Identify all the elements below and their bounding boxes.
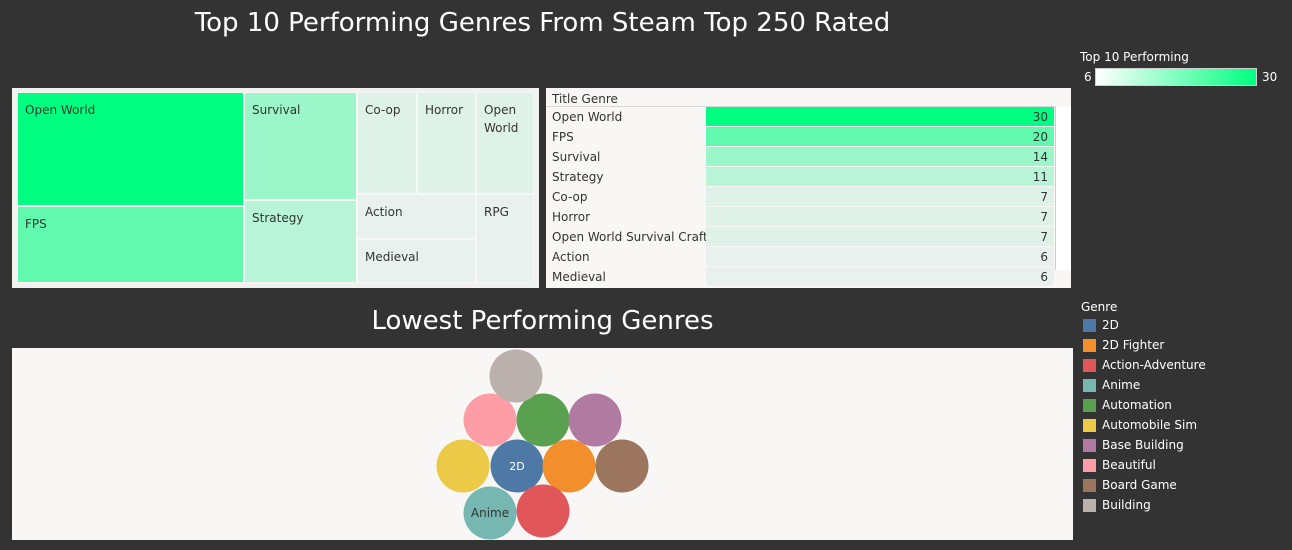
treemap-cell[interactable]: Strategy bbox=[244, 200, 357, 283]
legend-label: Automation bbox=[1102, 398, 1172, 412]
legend-label: Board Game bbox=[1102, 478, 1177, 492]
legend-label: Automobile Sim bbox=[1102, 418, 1198, 432]
row-value-cell: 7 bbox=[706, 227, 1054, 246]
legend-swatch bbox=[1083, 459, 1096, 472]
treemap-chart: Open World FPS Survival Strategy Co-op Horror… bbox=[12, 88, 539, 288]
treemap-cell[interactable]: Co-op bbox=[357, 92, 417, 194]
row-value-cell: 6 bbox=[706, 267, 1054, 286]
table-row[interactable]: Action 6 bbox=[546, 247, 1056, 267]
row-value: 14 bbox=[1032, 150, 1048, 164]
table-row[interactable]: FPS 20 bbox=[546, 127, 1056, 147]
bubble[interactable] bbox=[542, 439, 596, 493]
bubble-chart: 2D Anime bbox=[12, 348, 1073, 540]
treemap-cell[interactable]: Open World bbox=[476, 92, 534, 194]
legend-swatch bbox=[1083, 399, 1096, 412]
legend-swatch bbox=[1083, 359, 1096, 372]
legend-swatch bbox=[1083, 379, 1096, 392]
legend-label: Building bbox=[1102, 498, 1151, 512]
row-value-cell: 20 bbox=[706, 127, 1054, 146]
row-label: Co-op bbox=[552, 190, 588, 204]
genre-table: Title Genre Open World 30 FPS 20 Survival 14 S… bbox=[546, 88, 1071, 288]
color-legend-max: 30 bbox=[1262, 70, 1278, 84]
table-scrollbar[interactable] bbox=[1055, 107, 1071, 270]
legend-label: Action-Adventure bbox=[1102, 358, 1206, 372]
bubble[interactable] bbox=[463, 393, 517, 447]
row-value-cell: 30 bbox=[706, 107, 1054, 126]
row-value: 6 bbox=[1040, 270, 1048, 284]
row-label: Survival bbox=[552, 150, 601, 164]
page-title: Top 10 Performing Genres From Steam Top … bbox=[194, 8, 891, 38]
bubble-svg: 2D Anime bbox=[436, 349, 649, 540]
table-row[interactable]: Medieval 6 bbox=[546, 267, 1056, 287]
color-legend-title: Top 10 Performing bbox=[1080, 50, 1189, 64]
row-label: Open World bbox=[552, 110, 623, 124]
legend-label: Base Building bbox=[1102, 438, 1184, 452]
treemap-cell[interactable]: Medieval bbox=[357, 239, 476, 283]
row-value-cell: 7 bbox=[706, 207, 1054, 226]
bubble[interactable] bbox=[463, 486, 517, 540]
bubble[interactable] bbox=[516, 484, 570, 538]
row-value: 30 bbox=[1032, 110, 1048, 124]
color-legend-min: 6 bbox=[1084, 70, 1092, 84]
treemap-cell[interactable]: Survival bbox=[244, 92, 357, 200]
color-legend-gradient bbox=[1095, 68, 1257, 86]
row-value: 7 bbox=[1040, 230, 1048, 244]
legend-swatch bbox=[1083, 339, 1096, 352]
legend-swatch bbox=[1083, 499, 1096, 512]
legend-swatch bbox=[1083, 419, 1096, 432]
bubble[interactable] bbox=[595, 439, 649, 493]
row-label: Horror bbox=[552, 210, 591, 224]
bubble-label: Anime bbox=[471, 506, 509, 520]
table-header: Title Genre bbox=[552, 92, 618, 106]
bubble[interactable] bbox=[568, 393, 622, 447]
row-value-cell: 6 bbox=[706, 247, 1054, 266]
legend-swatch bbox=[1083, 319, 1096, 332]
bubble[interactable] bbox=[489, 349, 543, 403]
row-value: 7 bbox=[1040, 190, 1048, 204]
bubble[interactable] bbox=[436, 439, 490, 493]
legend-swatch bbox=[1083, 439, 1096, 452]
row-label: Strategy bbox=[552, 170, 604, 184]
bubble[interactable] bbox=[490, 439, 544, 493]
treemap-cell[interactable]: Horror bbox=[417, 92, 476, 194]
table-rows: Open World 30 FPS 20 Survival 14 Strategy 11 Co-… bbox=[546, 107, 1056, 287]
row-value: 7 bbox=[1040, 210, 1048, 224]
row-value: 6 bbox=[1040, 250, 1048, 264]
table-row[interactable]: Horror 7 bbox=[546, 207, 1056, 227]
row-value-cell: 7 bbox=[706, 187, 1054, 206]
row-value-cell: 11 bbox=[706, 167, 1054, 186]
legend-label: 2D Fighter bbox=[1102, 338, 1165, 352]
treemap-cell[interactable]: Open World bbox=[17, 92, 244, 206]
table-row[interactable]: Open World 30 bbox=[546, 107, 1056, 127]
row-label: Medieval bbox=[552, 270, 606, 284]
bubble[interactable] bbox=[516, 393, 570, 447]
treemap-cell[interactable]: FPS bbox=[17, 206, 244, 283]
table-row[interactable]: Co-op 7 bbox=[546, 187, 1056, 207]
table-row[interactable]: Strategy 11 bbox=[546, 167, 1056, 187]
row-label: FPS bbox=[552, 130, 574, 144]
lowest-genres-title: Lowest Performing Genres bbox=[371, 306, 714, 336]
row-value-cell: 14 bbox=[706, 147, 1054, 166]
table-row[interactable]: Survival 14 bbox=[546, 147, 1056, 167]
table-row[interactable]: Open World Survival Craft 7 bbox=[546, 227, 1056, 247]
row-label: Action bbox=[552, 250, 590, 264]
row-label: Open World Survival Craft bbox=[552, 230, 708, 244]
legend-label: Anime bbox=[1102, 378, 1141, 392]
table-divider bbox=[546, 106, 1056, 107]
legend-label: Beautiful bbox=[1102, 458, 1156, 472]
genre-legend-title: Genre bbox=[1081, 300, 1118, 314]
row-value: 11 bbox=[1032, 170, 1048, 184]
treemap-cell[interactable]: RPG bbox=[476, 194, 534, 283]
row-value: 20 bbox=[1032, 130, 1048, 144]
treemap-cell[interactable]: Action bbox=[357, 194, 476, 239]
legend-label: 2D bbox=[1102, 318, 1119, 332]
legend-swatch bbox=[1083, 479, 1096, 492]
bubble-label: 2D bbox=[509, 460, 524, 473]
